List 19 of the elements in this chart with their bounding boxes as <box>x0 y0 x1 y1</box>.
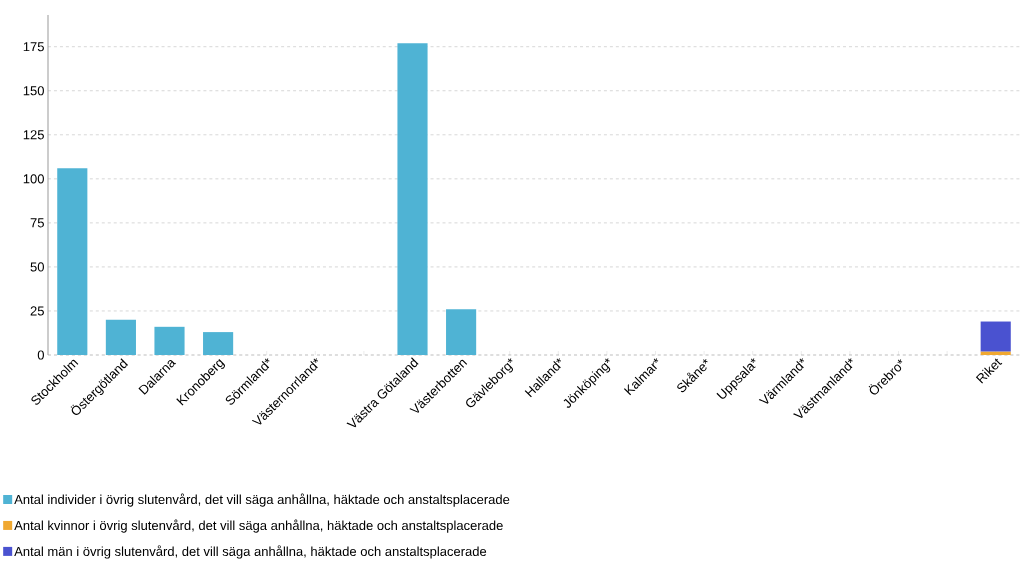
bar <box>980 321 1011 352</box>
y-tick-label: 100 <box>23 174 44 184</box>
bar <box>57 168 88 355</box>
y-tick-label: 75 <box>30 218 44 228</box>
bar <box>154 326 185 355</box>
legend-label: Antal individer i övrig slutenvård, det vill säga anhållna, häktade och anstaltsplacerade <box>14 493 510 507</box>
bar <box>105 319 136 355</box>
bar <box>397 43 428 355</box>
legend-label: Antal män i övrig slutenvård, det vill säga anhållna, häktade och anstaltsplacerade <box>14 545 487 559</box>
bar <box>980 351 1011 355</box>
bar <box>203 332 234 355</box>
y-tick-label: 25 <box>30 306 44 316</box>
bar <box>446 309 477 355</box>
y-tick-label: 0 <box>37 350 44 360</box>
y-tick-label: 50 <box>30 262 44 272</box>
y-tick-label: 175 <box>23 42 44 52</box>
legend-label: Antal kvinnor i övrig slutenvård, det vill säga anhållna, häktade och anstaltsplacerade <box>14 519 503 533</box>
y-tick-label: 125 <box>23 130 44 140</box>
y-tick-label: 150 <box>23 86 44 96</box>
